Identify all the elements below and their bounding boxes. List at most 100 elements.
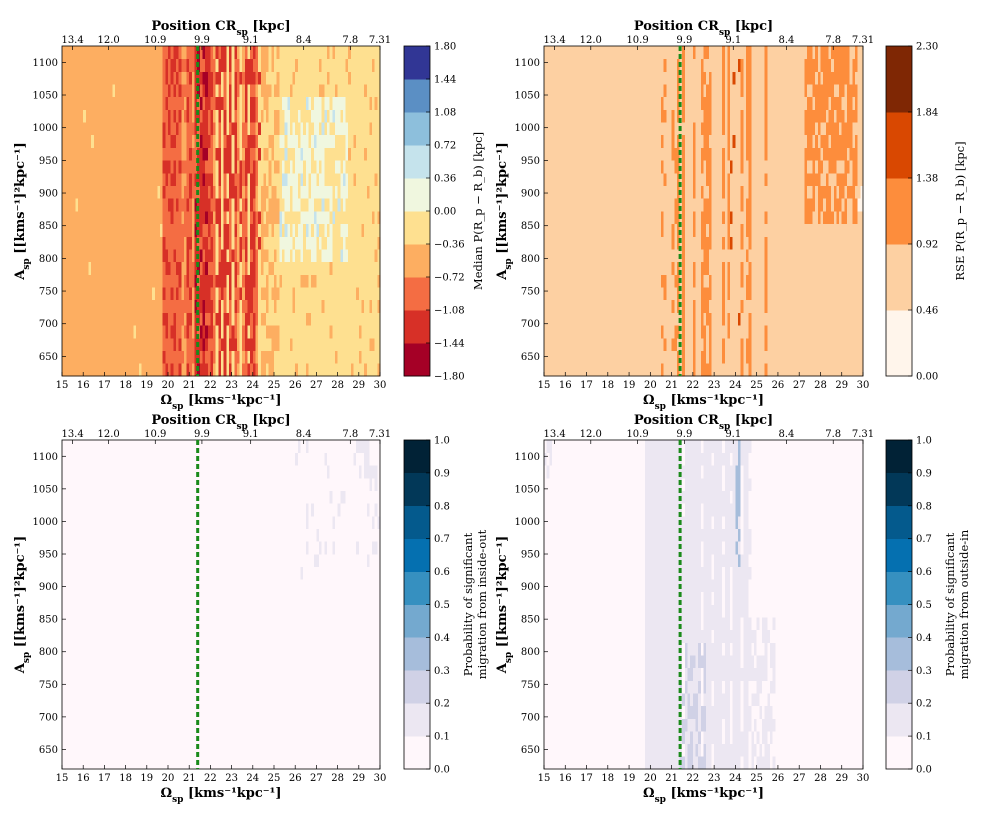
heatmap-cell — [650, 325, 654, 339]
heatmap-cell — [565, 198, 569, 212]
heatmap-cell — [327, 337, 331, 352]
heatmap-cell — [706, 160, 710, 174]
heatmap-cell — [581, 236, 585, 250]
heatmap-cell — [308, 58, 312, 72]
heatmap-cell — [64, 109, 68, 123]
heatmap-cell — [546, 147, 550, 161]
heatmap-cell — [75, 337, 79, 352]
heatmap-cell — [149, 134, 153, 148]
heatmap-cell — [210, 350, 214, 364]
heatmap-cell — [292, 185, 296, 199]
heatmap-cell — [377, 274, 381, 288]
heatmap-cell — [183, 350, 187, 364]
heatmap-cell — [162, 299, 166, 313]
heatmap-cell — [144, 236, 148, 250]
heatmap-cell — [274, 84, 278, 98]
heatmap-cell — [562, 363, 566, 377]
heatmap-cell — [369, 249, 373, 263]
heatmap-cell — [716, 211, 720, 225]
heatmap-cell — [255, 185, 259, 199]
heatmap-cell — [88, 172, 92, 187]
heatmap-cell — [544, 350, 548, 364]
heatmap-cell — [621, 134, 625, 148]
heatmap-cell — [361, 363, 365, 377]
x-tick-label: 18 — [119, 380, 132, 391]
heatmap-cell — [289, 46, 293, 60]
heatmap-cell — [91, 287, 95, 301]
heatmap-cell — [631, 325, 635, 339]
heatmap-cell — [170, 46, 174, 60]
heatmap-cell — [292, 249, 296, 263]
heatmap-cell — [250, 71, 254, 85]
heatmap-cell — [138, 147, 142, 161]
heatmap-cell — [96, 325, 100, 339]
heatmap-cell — [356, 325, 360, 339]
heatmap-cell — [372, 172, 376, 187]
heatmap-cell — [210, 160, 214, 174]
heatmap-cell — [575, 198, 579, 212]
heatmap-cell — [109, 134, 113, 148]
heatmap-cell — [340, 84, 344, 98]
heatmap-cell — [213, 160, 217, 174]
heatmap-cell — [93, 236, 97, 250]
heatmap-cell — [258, 299, 262, 313]
heatmap-cell — [239, 211, 243, 225]
heatmap-cell — [549, 211, 553, 225]
heatmap-cell — [186, 58, 190, 72]
heatmap-cell — [356, 312, 360, 326]
heatmap-cell — [605, 198, 609, 212]
heatmap-cell — [80, 312, 84, 326]
heatmap-cell — [372, 96, 376, 110]
heatmap-cell — [274, 236, 278, 250]
heatmap-cell — [589, 134, 593, 148]
heatmap-cell — [157, 350, 161, 364]
heatmap-cell — [144, 223, 148, 237]
heatmap-cell — [218, 96, 222, 110]
heatmap-cell — [128, 172, 132, 187]
heatmap-cell — [356, 147, 360, 161]
heatmap-cell — [292, 84, 296, 98]
heatmap-cell — [706, 337, 710, 352]
heatmap-cell — [311, 147, 315, 161]
heatmap-cell — [682, 287, 686, 301]
heatmap-cell — [284, 261, 288, 275]
heatmap-cell — [546, 71, 550, 85]
heatmap-cell — [313, 312, 317, 326]
heatmap-cell — [650, 350, 654, 364]
heatmap-cell — [292, 172, 296, 187]
heatmap-cell — [160, 211, 164, 225]
heatmap-cell — [658, 337, 662, 352]
heatmap-cell — [642, 249, 646, 263]
heatmap-cell — [329, 58, 333, 72]
heatmap-cell — [62, 350, 66, 364]
heatmap-cell — [130, 160, 134, 174]
heatmap-cell — [658, 134, 662, 148]
heatmap-cell — [186, 160, 190, 174]
heatmap-cell — [83, 325, 87, 339]
heatmap-cell — [591, 350, 595, 364]
heatmap-cell — [274, 122, 278, 136]
heatmap-cell — [154, 147, 158, 161]
heatmap-cell — [348, 46, 352, 60]
heatmap-cell — [162, 236, 166, 250]
heatmap-cell — [671, 160, 675, 174]
heatmap-cell — [327, 122, 331, 136]
heatmap-cell — [292, 160, 296, 174]
heatmap-cell — [268, 287, 272, 301]
heatmap-cell — [284, 84, 288, 98]
heatmap-cell — [91, 84, 95, 98]
heatmap-cell — [605, 312, 609, 326]
heatmap-cell — [80, 198, 84, 212]
heatmap-cell — [581, 109, 585, 123]
heatmap-cell — [565, 160, 569, 174]
heatmap-cell — [660, 337, 665, 352]
heatmap-cell — [130, 122, 134, 136]
heatmap-cell — [369, 274, 373, 288]
heatmap-cell — [274, 185, 278, 199]
heatmap-cell — [337, 198, 341, 212]
heatmap-cell — [115, 160, 119, 174]
top-axis-title: Position CRsp [kpc] — [151, 19, 290, 38]
heatmap-cell — [684, 236, 688, 250]
heatmap-cell — [353, 160, 357, 174]
heatmap-cell — [364, 337, 368, 352]
